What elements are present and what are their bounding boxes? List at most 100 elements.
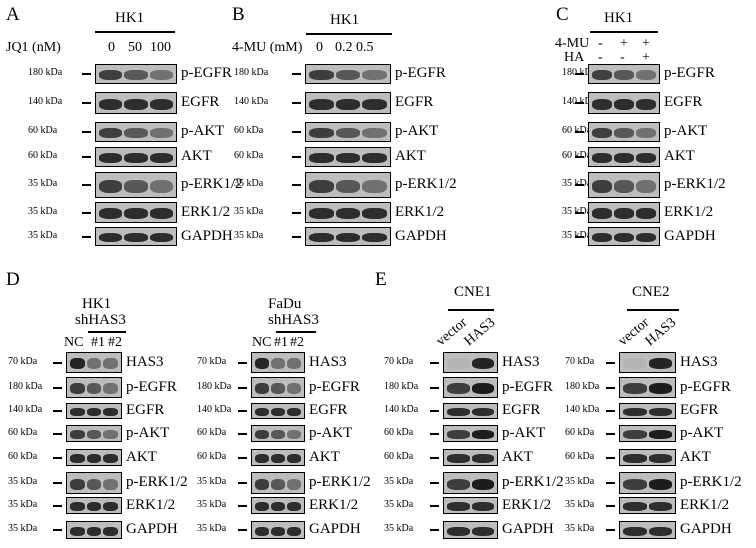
- band: [623, 502, 647, 511]
- marker-tick: [430, 456, 439, 459]
- protein-label: p-AKT: [395, 123, 439, 139]
- cell-line-label: FaDu: [268, 296, 302, 312]
- blot-p-egfr: [588, 64, 660, 84]
- band: [70, 383, 85, 394]
- protein-label: GAPDH: [126, 521, 178, 537]
- band: [103, 383, 118, 394]
- band: [614, 128, 634, 138]
- marker-tick: [292, 131, 301, 133]
- protein-label: ERK1/2: [126, 496, 176, 513]
- group-label: shHAS3: [75, 312, 126, 328]
- kda-marker: 60 kDa: [234, 125, 264, 136]
- blot-akt: [619, 449, 676, 466]
- band: [255, 408, 269, 416]
- protein-label: p-EGFR: [680, 378, 731, 395]
- kda-marker: 35 kDa: [8, 498, 38, 510]
- protein-label: GAPDH: [680, 521, 732, 537]
- protein-label: AKT: [126, 448, 157, 465]
- band: [592, 153, 612, 163]
- protein-label: EGFR: [181, 94, 220, 110]
- blot-p-akt: [619, 425, 676, 442]
- blot-has3: [619, 352, 676, 373]
- kda-marker: 140 kDa: [234, 96, 269, 107]
- band: [636, 232, 656, 243]
- band: [271, 478, 285, 490]
- band: [103, 454, 118, 463]
- marker-tick: [430, 504, 439, 507]
- protein-label: HAS3: [126, 353, 164, 370]
- lane-label: vector: [433, 315, 471, 350]
- kda-marker: 35 kDa: [384, 523, 414, 534]
- blot-akt: [588, 147, 660, 167]
- treatment-label: 4-MU (mM): [232, 40, 303, 55]
- marker-tick: [292, 211, 301, 214]
- marker-tick: [606, 386, 615, 389]
- marker-tick: [575, 131, 584, 133]
- band: [648, 430, 672, 439]
- band: [287, 478, 301, 490]
- band: [335, 70, 361, 80]
- protein-label: EGFR: [395, 94, 434, 110]
- band: [70, 454, 85, 463]
- marker-tick: [430, 361, 439, 364]
- band: [124, 232, 148, 243]
- blot-has3: [66, 352, 122, 373]
- band: [86, 408, 102, 416]
- band: [362, 232, 387, 243]
- kda-marker: 35 kDa: [384, 498, 414, 510]
- band: [124, 208, 148, 219]
- blot-has3: [443, 352, 498, 373]
- band: [70, 358, 85, 369]
- band: [309, 70, 334, 80]
- band: [592, 179, 612, 193]
- marker-tick: [238, 456, 247, 459]
- band: [447, 502, 470, 511]
- treatment-label: 4-MU: [555, 36, 590, 51]
- band: [648, 502, 672, 511]
- protein-label: AKT: [680, 448, 711, 465]
- protein-label: EGFR: [309, 402, 348, 418]
- band: [70, 526, 85, 536]
- protein-label: p-EGFR: [126, 378, 177, 395]
- kda-marker: 180 kDa: [234, 67, 269, 78]
- blot-p-egfr: [619, 377, 676, 398]
- band: [309, 208, 334, 219]
- lane-label: #1: [91, 335, 105, 350]
- header-underline: [590, 31, 658, 33]
- band: [636, 153, 656, 163]
- panel-letter: D: [6, 269, 20, 290]
- band: [648, 478, 672, 490]
- marker-tick: [82, 156, 91, 158]
- band: [362, 70, 387, 80]
- band: [592, 98, 612, 110]
- marker-tick: [430, 410, 439, 412]
- kda-marker: 180 kDa: [197, 380, 232, 392]
- marker-tick: [575, 184, 584, 186]
- kda-marker: 60 kDa: [8, 426, 38, 438]
- band: [287, 526, 301, 536]
- band: [614, 98, 634, 110]
- kda-marker: 35 kDa: [28, 229, 58, 241]
- band: [636, 179, 656, 193]
- blot-egfr: [305, 92, 391, 114]
- band: [614, 70, 634, 80]
- treatment-sign: +: [642, 36, 650, 51]
- cell-line-label: CNE2: [632, 284, 670, 300]
- band: [309, 153, 334, 163]
- blot-p-egfr: [251, 377, 305, 398]
- kda-marker: 35 kDa: [197, 476, 227, 487]
- kda-marker: 35 kDa: [565, 498, 595, 510]
- band: [614, 232, 634, 243]
- band: [648, 408, 672, 416]
- band: [471, 358, 494, 369]
- marker-tick: [606, 482, 615, 484]
- marker-tick: [292, 156, 301, 158]
- protein-label: HAS3: [502, 353, 540, 370]
- blot-p-erk1-2: [443, 472, 498, 494]
- blot-gapdh: [66, 521, 122, 539]
- header-underline: [627, 309, 679, 311]
- panel-letter: E: [375, 269, 387, 290]
- blot-p-egfr: [443, 377, 498, 398]
- band: [447, 408, 470, 416]
